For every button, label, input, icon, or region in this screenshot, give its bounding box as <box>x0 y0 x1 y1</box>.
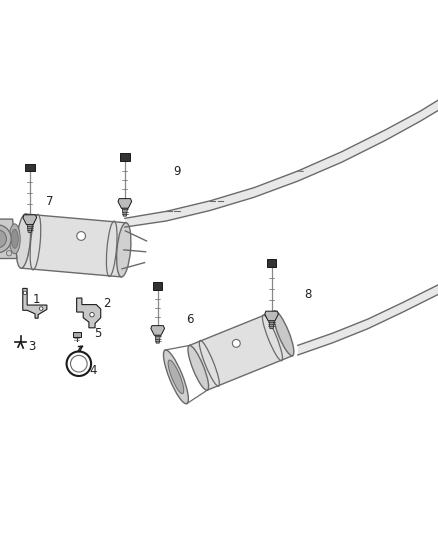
Circle shape <box>233 340 240 348</box>
Polygon shape <box>269 321 274 329</box>
Text: 1: 1 <box>33 293 40 306</box>
Polygon shape <box>23 215 37 224</box>
Polygon shape <box>189 311 293 390</box>
Polygon shape <box>118 199 132 208</box>
Text: 5: 5 <box>94 327 102 340</box>
Text: 6: 6 <box>186 313 194 326</box>
Text: 2: 2 <box>103 297 110 310</box>
Circle shape <box>90 312 94 317</box>
Circle shape <box>77 232 85 240</box>
Ellipse shape <box>188 345 208 390</box>
Text: 3: 3 <box>28 340 36 353</box>
Polygon shape <box>267 259 276 266</box>
Circle shape <box>23 291 27 295</box>
Polygon shape <box>298 280 438 355</box>
Polygon shape <box>151 326 165 335</box>
Polygon shape <box>265 311 279 321</box>
Polygon shape <box>25 164 35 172</box>
Ellipse shape <box>273 311 294 356</box>
Polygon shape <box>13 226 28 256</box>
Polygon shape <box>153 282 162 290</box>
Ellipse shape <box>11 229 18 248</box>
Circle shape <box>7 251 12 256</box>
Polygon shape <box>125 95 438 227</box>
Polygon shape <box>21 214 126 277</box>
Polygon shape <box>155 335 160 343</box>
Ellipse shape <box>9 224 20 254</box>
Polygon shape <box>0 219 17 259</box>
Polygon shape <box>77 298 101 328</box>
Polygon shape <box>120 154 130 161</box>
Circle shape <box>0 225 11 253</box>
Ellipse shape <box>16 214 31 268</box>
Ellipse shape <box>163 350 188 404</box>
Polygon shape <box>27 224 32 232</box>
Text: 4: 4 <box>90 364 97 377</box>
FancyBboxPatch shape <box>73 332 81 337</box>
Text: 8: 8 <box>304 288 312 302</box>
Polygon shape <box>122 208 127 216</box>
Ellipse shape <box>168 360 184 394</box>
Ellipse shape <box>117 223 131 277</box>
Circle shape <box>0 230 7 248</box>
Text: 7: 7 <box>46 195 53 208</box>
Text: 9: 9 <box>173 165 180 177</box>
Polygon shape <box>23 288 47 318</box>
Circle shape <box>39 307 43 310</box>
